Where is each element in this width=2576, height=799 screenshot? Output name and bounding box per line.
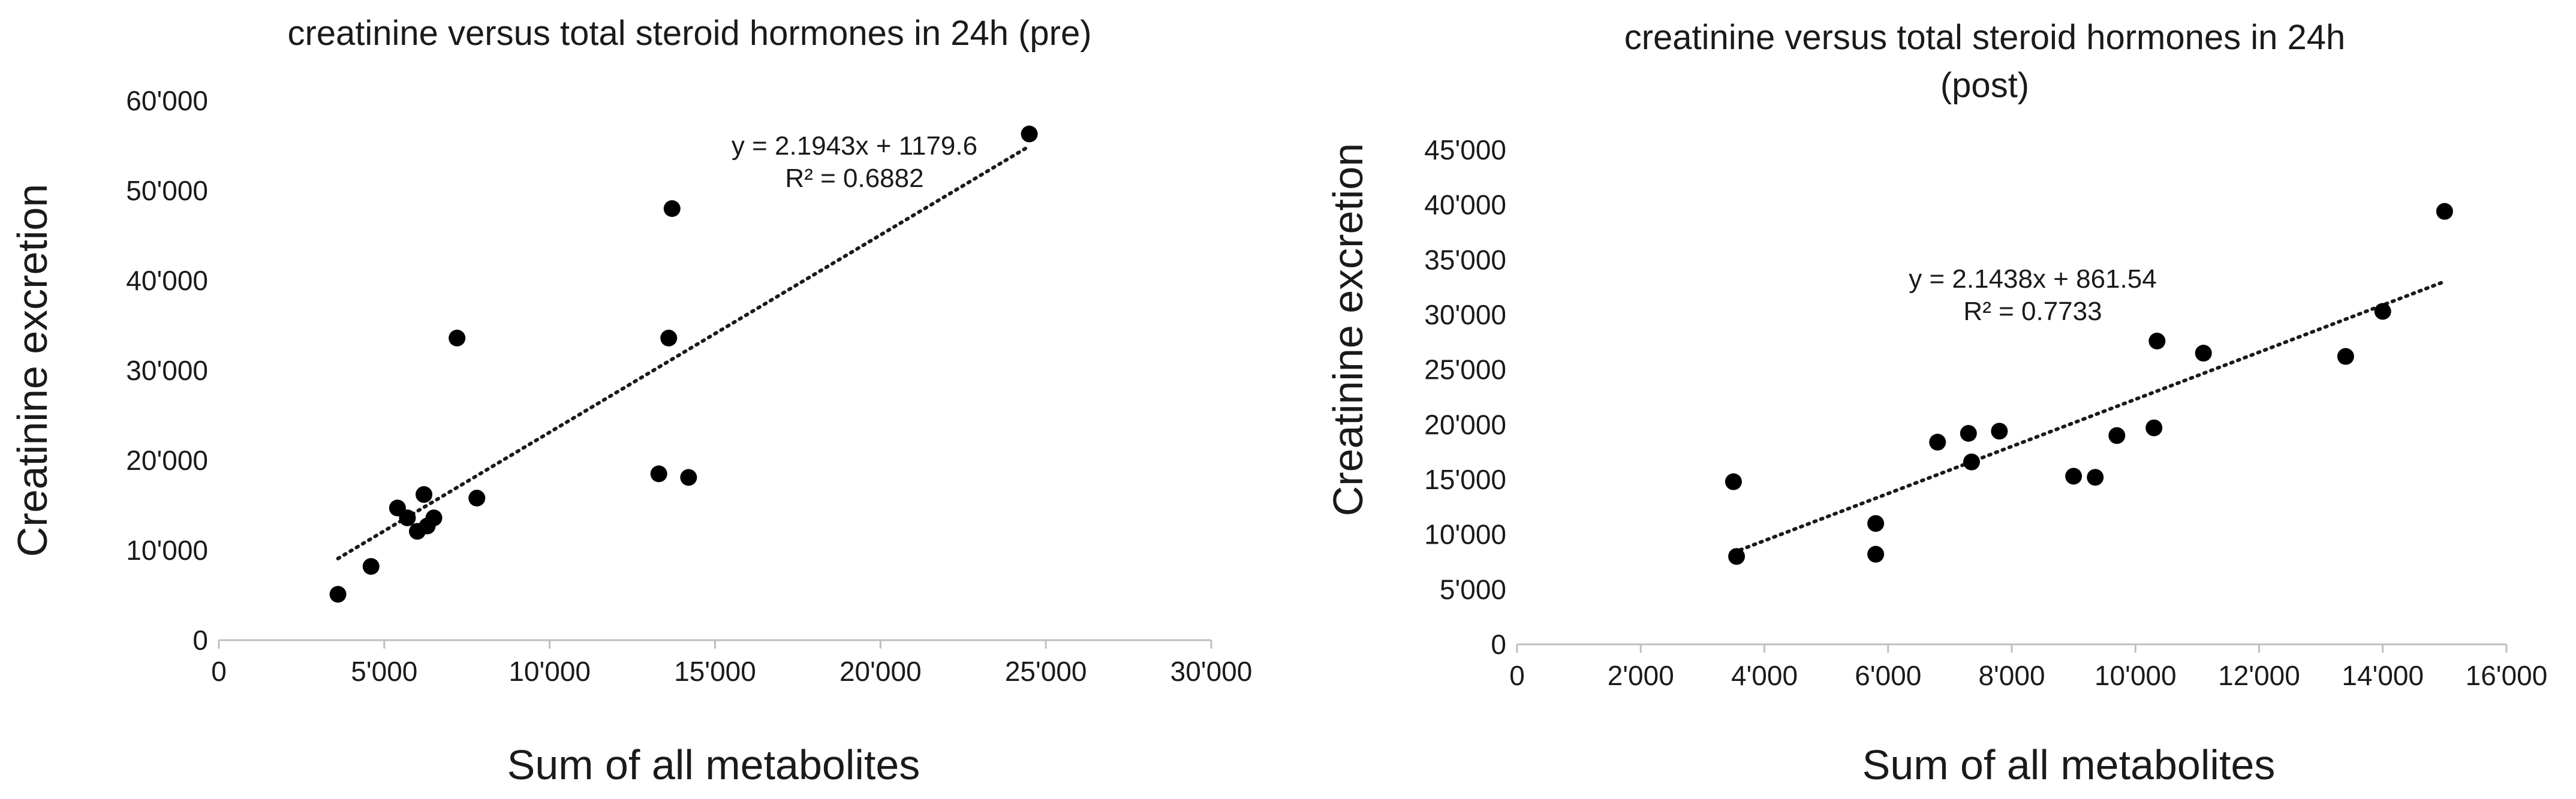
chart2-data-point bbox=[2148, 333, 2166, 349]
chart1-y-tick-label: 30'000 bbox=[126, 355, 208, 386]
chart1-data-point bbox=[680, 469, 697, 486]
chart1-x-tick-label: 20'000 bbox=[839, 656, 922, 687]
chart1-trendline-equation: y = 2.1943x + 1179.6 bbox=[732, 131, 977, 161]
chart1-x-axis-title: Sum of all metabolites bbox=[507, 741, 920, 788]
chart2-x-tick-label: 10'000 bbox=[2094, 660, 2177, 691]
chart1-x-tick-label: 0 bbox=[211, 656, 227, 687]
chart1-data-point bbox=[650, 465, 667, 483]
chart2-data-point bbox=[2337, 348, 2354, 365]
chart1-x-tick-label: 10'000 bbox=[508, 656, 591, 687]
chart2-x-tick-label: 4'000 bbox=[1731, 660, 1798, 691]
chart2-y-tick-label: 15'000 bbox=[1424, 464, 1506, 495]
chart1-title-line: creatinine versus total steroid hormones… bbox=[287, 14, 1091, 53]
chart1-y-tick-label: 40'000 bbox=[126, 265, 208, 296]
chart1-x-tick-label: 25'000 bbox=[1005, 656, 1087, 687]
chart1-data-point bbox=[399, 509, 416, 526]
chart2-x-tick-label: 12'000 bbox=[2218, 660, 2300, 691]
chart2-data-point bbox=[1867, 545, 1885, 563]
chart2-data-point bbox=[1963, 453, 1980, 471]
chart1-data-point bbox=[663, 200, 681, 217]
chart2-data-point bbox=[2108, 427, 2126, 444]
chart2-data-point bbox=[1991, 423, 2008, 440]
chart2-y-tick-label: 25'000 bbox=[1424, 354, 1506, 385]
chart1-y-tick-label: 60'000 bbox=[126, 85, 208, 116]
chart2-data-point bbox=[1725, 473, 1742, 490]
chart2-data-point bbox=[2065, 468, 2083, 485]
chart1-x-tick-label: 5'000 bbox=[351, 656, 417, 687]
chart2-y-tick-label: 40'000 bbox=[1424, 189, 1506, 221]
chart2-title-line: creatinine versus total steroid hormones… bbox=[1624, 18, 2346, 57]
chart2-data-point bbox=[1867, 515, 1885, 532]
chart1-x-tick-label: 30'000 bbox=[1170, 656, 1253, 687]
chart2-x-tick-label: 16'000 bbox=[2466, 660, 2548, 691]
chart1-data-point bbox=[329, 586, 347, 603]
chart1-data-point bbox=[362, 558, 380, 575]
chart2-data-point bbox=[2374, 303, 2391, 320]
chart1-data-point bbox=[1021, 125, 1038, 143]
chart1-y-tick-label: 0 bbox=[192, 625, 208, 656]
chart2-x-tick-label: 14'000 bbox=[2342, 660, 2424, 691]
chart2-data-point bbox=[1960, 425, 1977, 442]
chart1-data-point bbox=[660, 330, 678, 346]
chart2-x-tick-label: 8'000 bbox=[1978, 660, 2045, 691]
chart1-data-point bbox=[468, 490, 486, 506]
chart2-y-tick-label: 35'000 bbox=[1424, 244, 1506, 275]
chart2-y-tick-label: 5'000 bbox=[1440, 574, 1506, 605]
chart2-trendline-equation: y = 2.1438x + 861.54 bbox=[1909, 264, 2156, 294]
chart1-y-tick-label: 20'000 bbox=[126, 445, 208, 476]
chart1-y-axis-title: Creatinine excretion bbox=[9, 184, 56, 557]
chart2-data-point bbox=[2145, 419, 2163, 436]
chart1-trendline bbox=[336, 144, 1031, 560]
chart1-r-squared: R² = 0.6882 bbox=[785, 164, 923, 193]
chart2-y-tick-label: 45'000 bbox=[1424, 134, 1506, 165]
chart2-data-point bbox=[1728, 548, 1746, 565]
chart2-data-point bbox=[1929, 433, 1946, 451]
chart2-x-tick-label: 6'000 bbox=[1855, 660, 1921, 691]
chart2-data-point bbox=[2087, 469, 2104, 486]
chart1-y-tick-label: 10'000 bbox=[126, 535, 208, 566]
chart2-data-point bbox=[2436, 203, 2453, 220]
chart1-data-point bbox=[416, 486, 433, 503]
chart1-data-point bbox=[425, 509, 443, 526]
chart2-y-tick-label: 0 bbox=[1491, 629, 1506, 660]
chart2-data-point bbox=[2195, 345, 2212, 362]
chart2-y-tick-label: 20'000 bbox=[1424, 409, 1506, 440]
chart1-x-tick-label: 15'000 bbox=[674, 656, 756, 687]
chart2-y-axis-title: Creatinine excretion bbox=[1325, 143, 1371, 517]
chart1-y-tick-label: 50'000 bbox=[126, 175, 208, 206]
chart2-title-line: (post) bbox=[1940, 66, 2029, 105]
chart2-y-tick-label: 30'000 bbox=[1424, 299, 1506, 330]
chart2-x-tick-label: 2'000 bbox=[1608, 660, 1674, 691]
chart2-r-squared: R² = 0.7733 bbox=[1963, 297, 2102, 326]
chart2-x-axis-title: Sum of all metabolites bbox=[1862, 741, 2276, 788]
chart2-y-tick-label: 10'000 bbox=[1424, 519, 1506, 550]
chart2-x-tick-label: 0 bbox=[1509, 660, 1525, 691]
chart2-trendline bbox=[1731, 279, 2446, 554]
chart1-data-point bbox=[449, 330, 466, 346]
